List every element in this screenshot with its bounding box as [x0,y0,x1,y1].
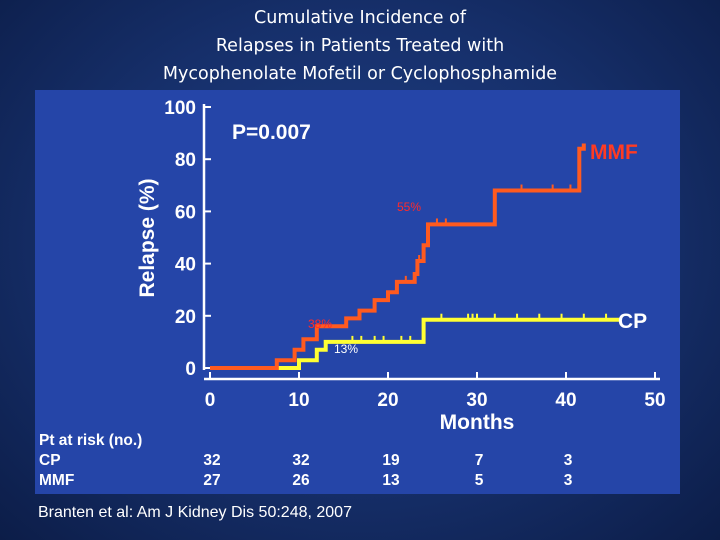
data-label: 13% [334,342,358,356]
title-line: Mycophenolate Mofetil or Cyclophosphamid… [162,64,558,84]
x-tick-label: 50 [644,390,665,411]
risk-value: 19 [382,452,400,469]
risk-value: 27 [203,472,220,489]
p-value-label: P=0.007 [232,121,311,144]
y-tick-label: 80 [175,150,196,171]
series-label-cp: CP [618,310,647,333]
risk-value: 5 [475,472,484,489]
risk-value: 32 [292,452,309,469]
risk-value: 3 [564,452,573,469]
x-tick-label: 20 [377,390,398,411]
x-axis-title: Months [440,411,515,434]
title-line: Relapses in Patients Treated with [215,36,505,56]
y-tick-label: 100 [164,98,196,119]
data-label: 55% [397,200,421,214]
risk-row-label: MMF [39,472,74,489]
risk-row-label: CP [39,452,61,469]
risk-value: 26 [292,472,310,489]
risk-value: 32 [203,452,220,469]
citation: Branten et al: Am J Kidney Dis 50:248, 2… [38,504,352,521]
chart-panel [35,90,680,494]
x-tick-label: 40 [555,390,576,411]
risk-table-header: Pt at risk (no.) [39,432,142,449]
chart-title: Cumulative Incidence of Relapses in Pati… [0,4,720,88]
y-tick-label: 20 [175,307,196,328]
x-tick-label: 10 [288,390,309,411]
x-tick-label: 30 [466,390,487,411]
y-tick-label: 0 [185,359,196,380]
risk-value: 13 [382,472,400,489]
series-line-mmf [210,143,586,370]
data-label: 38% [308,317,332,331]
y-tick-label: 40 [175,255,196,276]
y-axis-title: Relapse (%) [136,178,159,297]
risk-value: 7 [475,452,484,469]
series-line-cp [210,317,620,370]
series-label-mmf: MMF [590,141,638,164]
title-line: Cumulative Incidence of [254,8,466,28]
risk-value: 3 [564,472,573,489]
x-tick-label: 0 [205,390,216,411]
y-tick-label: 60 [175,202,196,223]
